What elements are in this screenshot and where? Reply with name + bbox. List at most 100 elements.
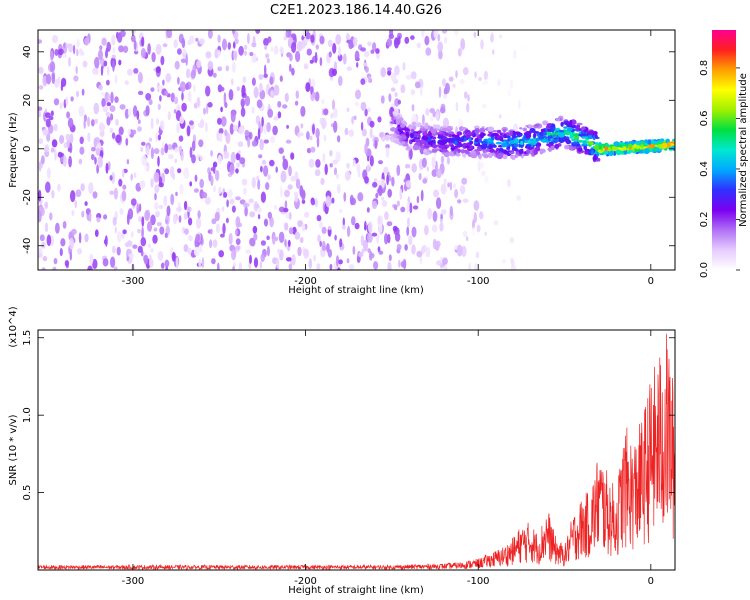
- noise-blob: [349, 194, 354, 206]
- signal-blob: [581, 136, 587, 139]
- signal-blob: [548, 132, 555, 136]
- noise-blob: [220, 106, 223, 113]
- signal-blob: [454, 140, 458, 146]
- noise-blob: [132, 129, 137, 135]
- noise-blob: [163, 195, 168, 207]
- noise-blob: [112, 46, 116, 54]
- noise-blob: [304, 211, 310, 218]
- noise-blob: [521, 45, 528, 51]
- noise-blob: [38, 138, 44, 145]
- signal-blob: [577, 147, 583, 152]
- noise-blob: [309, 135, 313, 141]
- noise-blob: [137, 228, 141, 234]
- noise-blob: [67, 147, 72, 152]
- signal-blob: [451, 137, 457, 142]
- noise-blob: [314, 91, 320, 102]
- noise-blob: [290, 152, 295, 160]
- noise-blob: [157, 103, 161, 111]
- signal-blob: [506, 146, 511, 150]
- noise-blob: [115, 134, 122, 144]
- noise-blob: [305, 82, 311, 93]
- noise-blob: [327, 248, 333, 258]
- signal-blob: [514, 131, 521, 135]
- signal-blob: [441, 139, 446, 146]
- noise-blob: [287, 239, 291, 247]
- noise-blob: [157, 134, 161, 141]
- noise-blob: [205, 51, 212, 59]
- noise-blob: [62, 221, 67, 229]
- spectrogram-background: [38, 30, 675, 270]
- noise-blob: [278, 147, 284, 154]
- noise-blob: [108, 161, 111, 171]
- noise-blob: [408, 235, 413, 246]
- noise-blob: [44, 144, 50, 153]
- spectrogram-y-label: Frequency (Hz): [8, 112, 19, 188]
- spectrogram-noise-field: [38, 30, 528, 270]
- noise-blob: [53, 257, 58, 265]
- noise-blob: [425, 252, 431, 258]
- noise-blob: [198, 258, 202, 268]
- noise-blob: [333, 107, 338, 119]
- noise-blob: [69, 133, 74, 144]
- noise-blob: [333, 167, 338, 176]
- noise-blob: [299, 132, 304, 137]
- noise-blob: [164, 90, 169, 97]
- noise-blob: [313, 254, 317, 262]
- noise-blob: [174, 60, 180, 70]
- signal-blob: [539, 148, 546, 154]
- noise-blob: [337, 135, 341, 143]
- noise-blob: [456, 244, 463, 257]
- noise-blob: [65, 96, 69, 106]
- noise-blob: [348, 129, 354, 137]
- noise-blob: [157, 155, 160, 167]
- noise-blob: [133, 68, 139, 74]
- noise-blob: [474, 71, 477, 79]
- noise-blob: [376, 233, 380, 244]
- noise-blob: [154, 202, 159, 210]
- colorbar-ticks: 0.0 0.2 0.4 0.6 0.8: [699, 60, 740, 278]
- signal-blob: [542, 120, 549, 126]
- noise-blob: [40, 155, 45, 165]
- noise-blob: [273, 204, 278, 210]
- spectrogram-x-label: Height of straight line (km): [288, 285, 424, 296]
- noise-blob: [188, 35, 195, 45]
- signal-blob: [593, 144, 599, 150]
- noise-blob: [183, 212, 188, 220]
- noise-blob: [346, 258, 350, 264]
- noise-blob: [330, 112, 334, 119]
- signal-blob: [572, 141, 580, 145]
- signal-blob: [563, 126, 568, 129]
- noise-blob: [116, 246, 121, 256]
- noise-blob: [356, 163, 361, 174]
- noise-blob: [320, 177, 325, 186]
- noise-blob: [147, 243, 152, 249]
- signal-blob: [496, 153, 504, 160]
- noise-blob: [150, 117, 154, 130]
- noise-blob: [121, 169, 125, 178]
- signal-blob: [474, 137, 479, 143]
- noise-blob: [288, 227, 294, 235]
- signal-blob: [581, 143, 588, 147]
- noise-blob: [444, 82, 450, 94]
- noise-blob: [73, 75, 79, 82]
- signal-blob: [469, 140, 474, 145]
- noise-blob: [165, 73, 172, 83]
- noise-blob: [60, 83, 64, 91]
- noise-blob: [344, 170, 351, 181]
- noise-blob: [155, 66, 161, 74]
- signal-blob: [563, 120, 571, 126]
- noise-blob: [155, 132, 159, 143]
- noise-blob: [45, 181, 51, 193]
- noise-blob: [294, 100, 299, 106]
- noise-blob: [218, 128, 224, 135]
- noise-blob: [267, 108, 274, 119]
- noise-blob: [390, 72, 397, 82]
- noise-blob: [41, 241, 46, 249]
- noise-blob: [273, 116, 279, 121]
- noise-blob: [412, 205, 419, 210]
- noise-blob: [187, 247, 192, 255]
- noise-blob: [38, 189, 42, 202]
- noise-blob: [119, 104, 126, 110]
- noise-blob: [277, 248, 281, 255]
- noise-blob: [253, 233, 258, 241]
